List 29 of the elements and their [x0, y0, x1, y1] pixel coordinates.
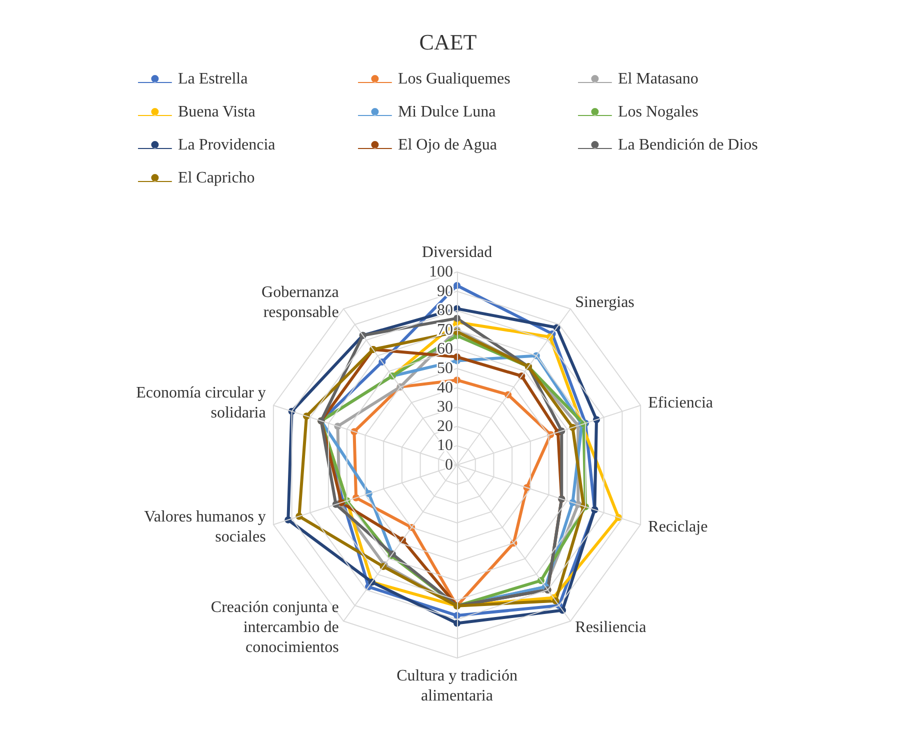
y-tick-label: 0: [445, 456, 453, 474]
legend-label: La Bendición de Dios: [618, 136, 758, 154]
spoke-label: Economía circular y solidaria: [136, 384, 266, 422]
legend-label: Mi Dulce Luna: [398, 104, 496, 120]
legend-label: El Capricho: [178, 170, 255, 186]
spoke-label: Sinergias: [575, 294, 634, 311]
spoke-label: Eficiencia: [648, 394, 714, 412]
y-tick-label: 10: [437, 437, 453, 454]
legend-label: Los Nogales: [618, 104, 698, 120]
legend-label: La Estrella: [178, 70, 248, 88]
spoke-label: Resiliencia: [575, 619, 646, 636]
legend-label: El Ojo de Agua: [398, 136, 498, 154]
y-tick-label: 60: [437, 340, 453, 358]
y-tick-label: 50: [437, 360, 453, 377]
y-tick-label: 20: [437, 418, 453, 435]
legend-label: Buena Vista: [178, 104, 256, 120]
spoke-label: Diversidad: [422, 244, 492, 262]
spoke-label: Creación conjunta e intercambio de conocimientos: [210, 599, 339, 656]
y-tick-label: 100: [429, 264, 453, 280]
y-tick-label: 40: [437, 379, 453, 396]
y-tick-label: 30: [437, 398, 453, 416]
spoke-label: Reciclaje: [648, 518, 708, 536]
spoke-label: Valores humanos y sociales: [144, 508, 266, 546]
legend-label: La Providencia: [178, 136, 276, 154]
spoke-label: Cultura y tradición alimentaria: [396, 668, 518, 704]
chart-title: CAET: [419, 30, 478, 54]
spoke-label: Gobernanza responsable: [262, 284, 339, 321]
legend-label: El Matasano: [618, 70, 698, 88]
legend-label: Los Gualiquemes: [398, 70, 510, 88]
